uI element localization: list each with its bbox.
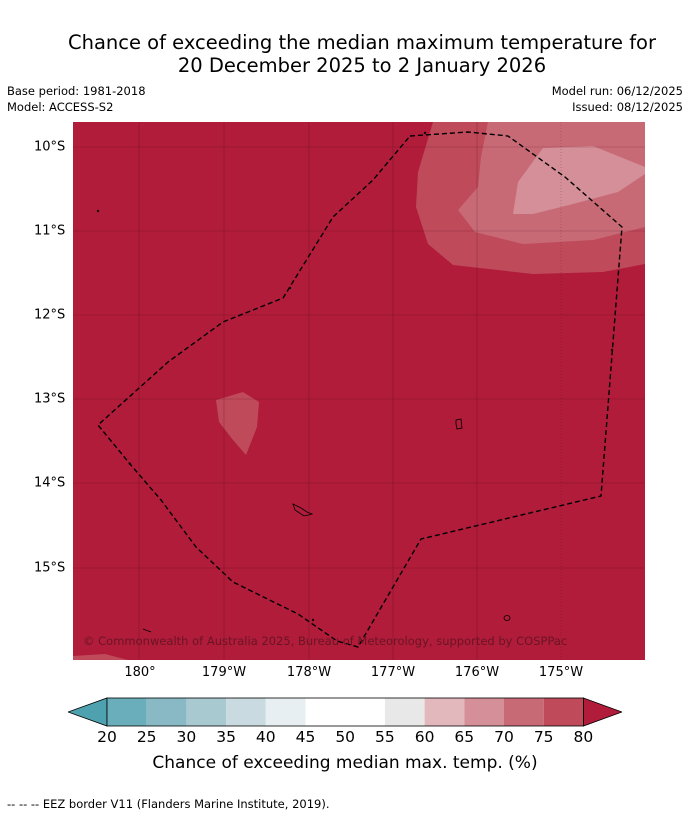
eez-border [97,131,623,648]
colorbar-segment-25-30 [146,698,187,726]
base-period: Base period: 1981-2018 [7,84,146,98]
eez-footnote: -- -- -- EEZ border V11 (Flanders Marine… [7,797,330,811]
issued-date: Issued: 08/12/2025 [572,100,683,114]
island-c [503,615,511,621]
lon-label-176w: 176°W [454,665,500,680]
colorbar-segment-70-75 [504,698,544,726]
lat-label-14s: 14°S [34,475,66,491]
island-a [455,418,463,430]
colorbar-tick-30: 30 [176,728,197,746]
chart-title: Chance of exceeding the median maximum t… [0,31,690,77]
island-dot-1 [96,209,100,213]
island-dot-3 [288,286,292,290]
lat-label-12s: 12°S [34,307,66,323]
colorbar-tick-70: 70 [494,728,514,746]
colorbar-tick-75: 75 [533,728,554,746]
gridlines [73,122,645,660]
colorbar-segment-35-40 [226,698,266,726]
contour-corner [73,654,128,660]
island-dot-6 [311,618,315,622]
colorbar-tick-45: 45 [295,728,316,746]
colorbar-segment-65-70 [464,698,504,726]
model-run: Model run: 06/12/2025 [551,84,683,98]
island-b [292,503,314,517]
colorbar-segment-20-25 [107,698,147,726]
meta-left: Base period: 1981-2018 Model: ACCESS-S2 [7,83,146,115]
colorbar-tick-25: 25 [136,728,157,746]
colorbar-tick-65: 65 [454,728,475,746]
model-name: Model: ACCESS-S2 [7,100,114,114]
island-dot-4 [610,348,614,352]
meta-right: Model run: 06/12/2025 Issued: 08/12/2025 [552,83,683,115]
lon-label-177w: 177°W [370,665,416,680]
colorbar-min-arrow [68,697,108,727]
copyright-text: © Commonwealth of Australia 2025, Bureau… [83,634,567,648]
colorbar [68,697,622,727]
colorbar-tick-20: 20 [97,728,117,746]
colorbar-tick-55: 55 [375,728,395,746]
colorbar-title: Chance of exceeding median max. temp. (%… [152,753,538,773]
colorbar-segment-40-45 [265,698,306,726]
colorbar-segment-45-50 [305,698,346,726]
lon-label-178w: 178°W [286,665,332,680]
island-d [142,628,152,633]
colorbar-tick-60: 60 [414,728,435,746]
island-dot-2 [423,131,427,135]
colorbar-tick-40: 40 [255,728,276,746]
lat-label-15s: 15°S [34,560,66,576]
colorbar-frame [106,697,584,727]
lon-label-179w: 179°W [201,665,247,680]
colorbar-segment-75-80 [543,698,584,726]
forecast-map: © Commonwealth of Australia 2025, Bureau… [73,122,645,660]
lat-label-10s: 10°S [34,139,66,155]
lat-label-11s: 11°S [34,223,66,239]
colorbar-segment-55-60 [384,698,425,726]
title-line-1: Chance of exceeding the median maximum t… [67,31,657,54]
colorbar-segment-50-55 [345,698,385,726]
colorbar-max-arrow [583,697,622,727]
colorbar-tick-35: 35 [216,728,236,746]
islands [96,131,614,633]
island-dot-5 [128,462,132,466]
contour-patch [216,392,259,455]
lon-label-180: 180° [124,665,156,680]
colorbar-segment-60-65 [424,698,465,726]
colorbar-tick-50: 50 [335,728,356,746]
colorbar-tick-80: 80 [573,728,594,746]
lat-label-13s: 13°S [34,391,66,407]
colorbar-segment-30-35 [186,698,227,726]
title-line-2: 20 December 2025 to 2 January 2026 [177,54,547,77]
lon-label-175w: 175°W [538,665,584,680]
